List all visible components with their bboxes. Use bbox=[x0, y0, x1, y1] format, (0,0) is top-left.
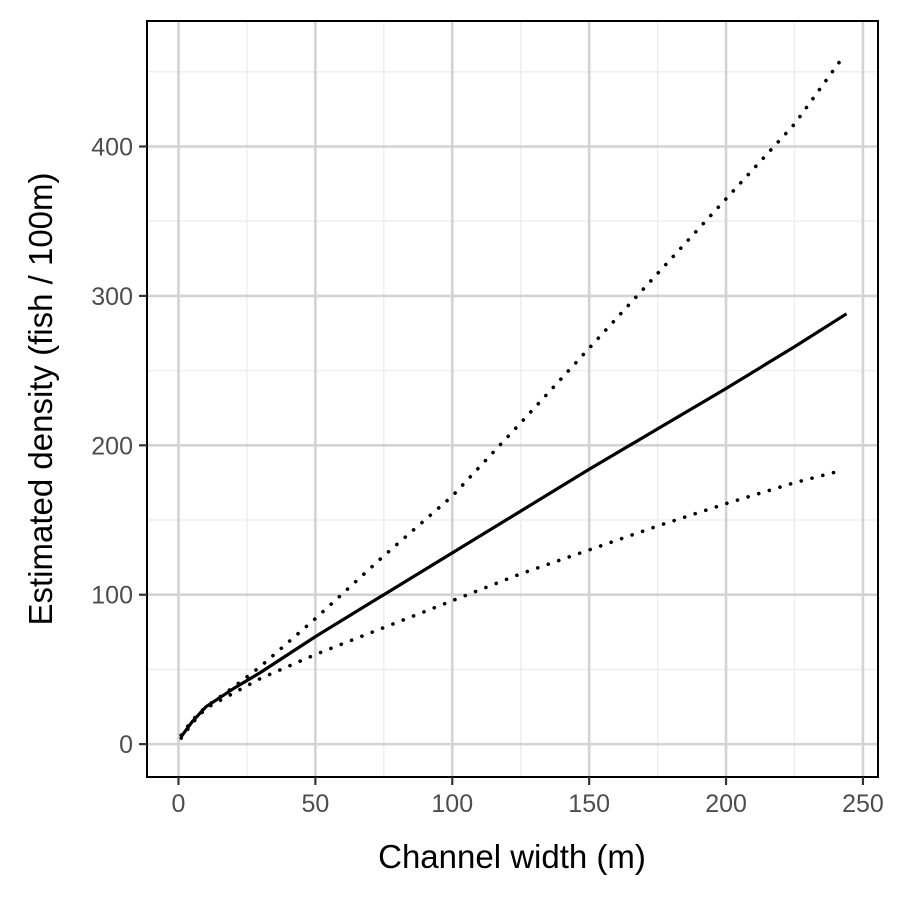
y-tick-label: 200 bbox=[91, 432, 133, 460]
series-layer bbox=[179, 58, 848, 740]
series-line-lower-bound bbox=[179, 468, 843, 740]
x-axis: 0 50 100 150 200 250 bbox=[172, 777, 884, 818]
x-axis-title: Channel width (m) bbox=[378, 838, 646, 875]
major-gridlines bbox=[147, 21, 878, 777]
y-tick-label: 100 bbox=[91, 582, 133, 610]
y-tick-label: 300 bbox=[91, 283, 133, 311]
x-tick-label: 0 bbox=[172, 790, 186, 818]
y-tick-label: 0 bbox=[119, 731, 133, 759]
x-tick-label: 150 bbox=[568, 790, 610, 818]
panel-background bbox=[147, 21, 878, 777]
x-tick-label: 200 bbox=[705, 790, 747, 818]
y-axis: 0 100 200 300 400 bbox=[91, 134, 147, 759]
x-tick-label: 50 bbox=[301, 790, 329, 818]
x-tick-label: 100 bbox=[431, 790, 473, 818]
y-tick-label: 400 bbox=[91, 134, 133, 162]
y-axis-title: Estimated density (fish / 100m) bbox=[22, 172, 59, 625]
series-line-upper-bound bbox=[179, 58, 843, 737]
x-tick-label: 250 bbox=[842, 790, 884, 818]
panel-border bbox=[146, 20, 879, 778]
